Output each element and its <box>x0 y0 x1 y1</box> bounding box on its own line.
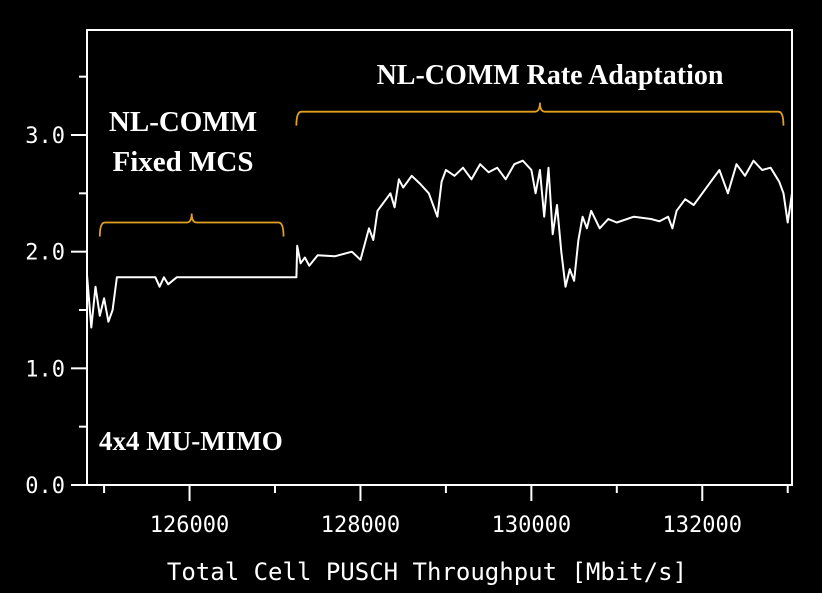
annotation-brackets <box>98 102 785 237</box>
y-tick-label: 2.0 <box>25 241 65 266</box>
x-tick-label: 132000 <box>663 513 742 538</box>
annotation-fixed-mcs-line1: NL-COMM <box>109 106 257 138</box>
y-axis: 0.0 1.0 2.0 3.0 <box>25 75 87 499</box>
x-tick-label: 128000 <box>321 513 400 538</box>
plot-frame <box>86 29 793 486</box>
annotation-bracket <box>98 213 285 237</box>
series-line <box>86 159 793 329</box>
annotation-config: 4x4 MU-MIMO <box>99 426 283 456</box>
annotation-fixed-mcs-line2: Fixed MCS <box>113 146 254 178</box>
y-tick-label: 3.0 <box>25 124 65 149</box>
y-tick-label: 1.0 <box>25 357 65 382</box>
series-group <box>86 159 793 329</box>
y-tick-label: 0.0 <box>25 474 65 499</box>
annotation-bracket <box>295 102 785 126</box>
x-tick-label: 126000 <box>150 513 229 538</box>
x-tick-label: 130000 <box>492 513 571 538</box>
x-axis-title: Total Cell PUSCH Throughput [Mbit/s] <box>167 558 687 586</box>
annotation-rate-adaptation: NL-COMM Rate Adaptation <box>377 60 724 91</box>
x-axis: 126000 128000 130000 132000 <box>103 485 789 538</box>
